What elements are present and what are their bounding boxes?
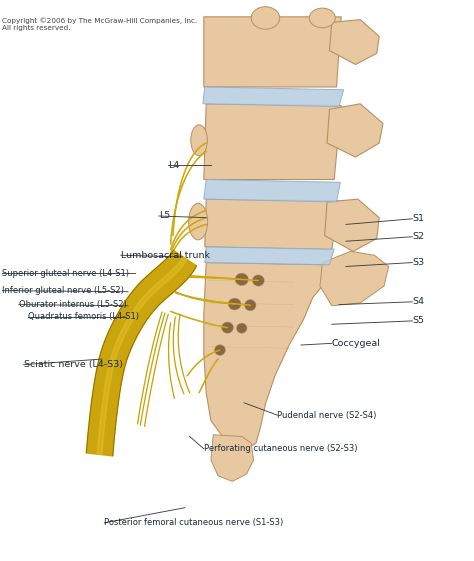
Polygon shape xyxy=(86,250,196,456)
Text: S3: S3 xyxy=(412,258,425,267)
Ellipse shape xyxy=(251,7,280,29)
Ellipse shape xyxy=(228,298,241,310)
Text: L5: L5 xyxy=(159,211,170,220)
Text: L4: L4 xyxy=(168,161,180,170)
Ellipse shape xyxy=(189,203,208,240)
Text: Quadratus femoris (L4-S1): Quadratus femoris (L4-S1) xyxy=(28,312,139,321)
Polygon shape xyxy=(211,435,254,481)
Ellipse shape xyxy=(252,275,264,286)
Text: Copyright ©2006 by The McGraw-Hill Companies, Inc.
All rights reserved.: Copyright ©2006 by The McGraw-Hill Compa… xyxy=(2,17,198,30)
Text: S1: S1 xyxy=(412,214,424,223)
Text: S5: S5 xyxy=(412,316,424,325)
Text: Oburator internus (L5-S2): Oburator internus (L5-S2) xyxy=(19,300,127,309)
Polygon shape xyxy=(325,199,379,251)
Text: Superior gluteal nerve (L4-S1): Superior gluteal nerve (L4-S1) xyxy=(2,269,129,278)
Polygon shape xyxy=(204,17,341,87)
Polygon shape xyxy=(205,199,339,250)
Polygon shape xyxy=(204,104,341,180)
Polygon shape xyxy=(327,104,383,157)
Polygon shape xyxy=(204,180,340,202)
Ellipse shape xyxy=(235,273,248,286)
Polygon shape xyxy=(320,251,389,306)
Polygon shape xyxy=(203,87,344,107)
Text: S2: S2 xyxy=(412,232,424,241)
Polygon shape xyxy=(329,20,379,65)
Text: Posterior femoral cutaneous nerve (S1-S3): Posterior femoral cutaneous nerve (S1-S3… xyxy=(104,518,283,527)
Ellipse shape xyxy=(309,8,336,27)
Polygon shape xyxy=(204,263,332,449)
Text: Perforating cutaneous nerve (S2-S3): Perforating cutaneous nerve (S2-S3) xyxy=(204,444,357,453)
Ellipse shape xyxy=(221,322,233,333)
Ellipse shape xyxy=(245,300,256,311)
Polygon shape xyxy=(205,247,334,265)
Ellipse shape xyxy=(191,125,207,156)
Text: Sciatic nerve (L4-S3): Sciatic nerve (L4-S3) xyxy=(24,360,123,369)
Polygon shape xyxy=(97,257,187,454)
Text: S4: S4 xyxy=(412,297,424,306)
Text: Inferior gluteal nerve (L5-S2): Inferior gluteal nerve (L5-S2) xyxy=(2,286,124,295)
Text: Lumbosacral trunk: Lumbosacral trunk xyxy=(121,251,210,260)
Text: Pudendal nerve (S2-S4): Pudendal nerve (S2-S4) xyxy=(277,411,377,420)
Ellipse shape xyxy=(214,344,226,356)
Text: Coccygeal: Coccygeal xyxy=(332,339,381,348)
Ellipse shape xyxy=(237,323,247,333)
